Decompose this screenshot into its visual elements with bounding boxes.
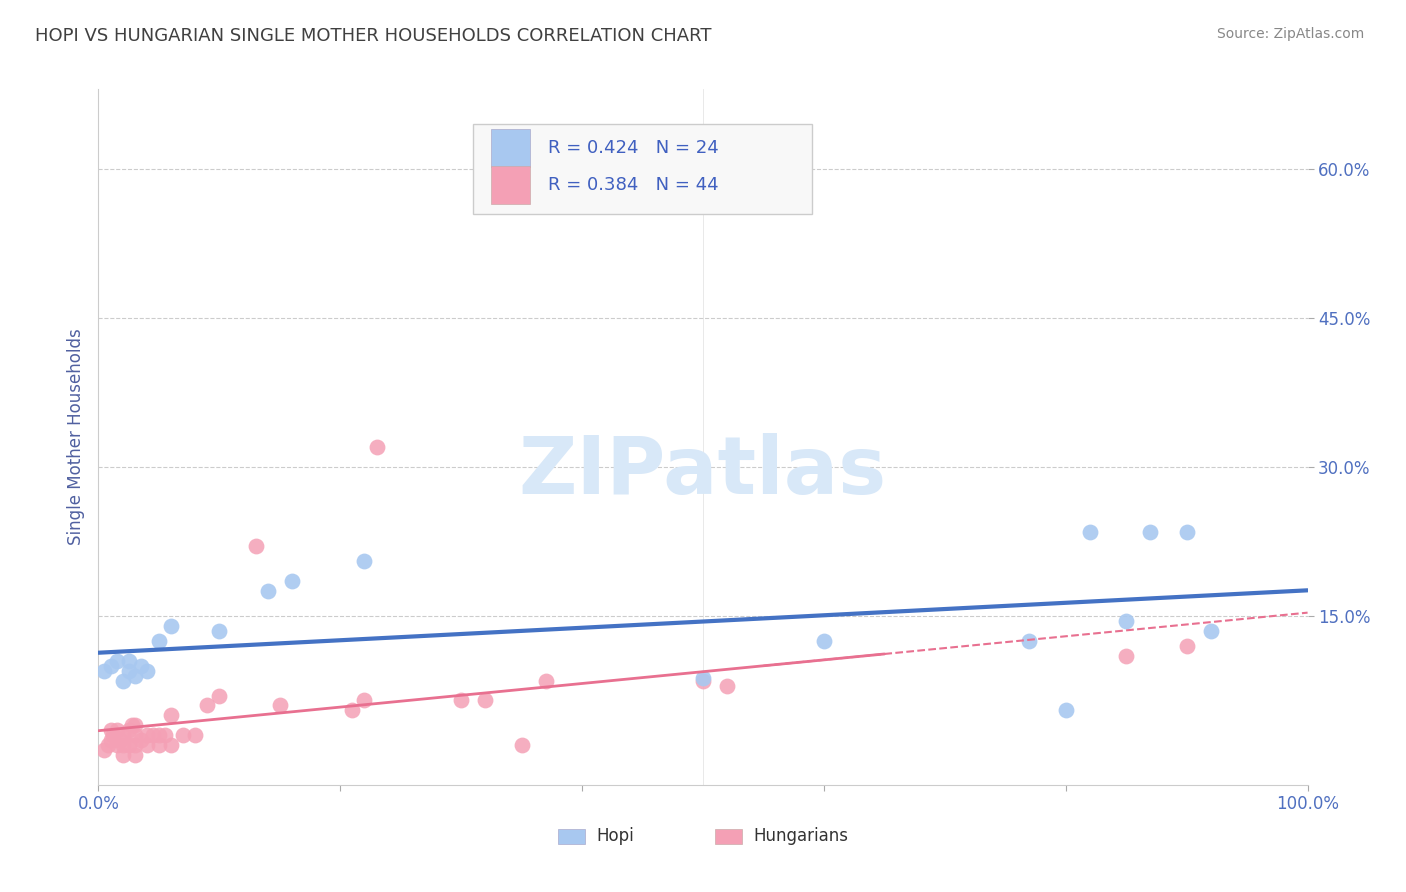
Point [148, 728, 170, 742]
Point [97, 738, 120, 752]
Point [172, 728, 194, 742]
Point [129, 733, 152, 747]
Y-axis label: Single Mother Households: Single Mother Households [66, 329, 84, 545]
Point [1115, 614, 1137, 628]
Point [208, 689, 231, 703]
Point [148, 738, 170, 752]
Point [153, 728, 176, 742]
Point [692, 671, 714, 685]
Point [692, 673, 714, 688]
FancyBboxPatch shape [474, 124, 811, 214]
Text: Source: ZipAtlas.com: Source: ZipAtlas.com [1216, 27, 1364, 41]
Point [1115, 648, 1137, 663]
Point [1175, 524, 1198, 539]
Point [100, 658, 122, 673]
Point [184, 728, 207, 742]
FancyBboxPatch shape [558, 829, 585, 844]
Point [1199, 624, 1222, 638]
Point [118, 738, 141, 752]
Point [105, 654, 128, 668]
Point [366, 440, 388, 454]
Point [269, 698, 291, 713]
Point [124, 728, 146, 742]
Point [160, 738, 183, 752]
Point [353, 693, 375, 707]
Point [208, 624, 231, 638]
Point [93, 743, 115, 757]
Text: R = 0.424   N = 24: R = 0.424 N = 24 [548, 139, 718, 157]
Point [124, 738, 146, 752]
Point [101, 728, 124, 742]
Point [111, 728, 134, 742]
Point [135, 738, 157, 752]
Point [281, 574, 304, 589]
Text: Hungarians: Hungarians [754, 828, 849, 846]
Point [474, 693, 496, 707]
Point [1175, 639, 1198, 653]
Point [135, 664, 157, 678]
Text: R = 0.384   N = 44: R = 0.384 N = 44 [548, 176, 718, 194]
Point [1139, 524, 1161, 539]
Point [105, 738, 128, 752]
Point [342, 703, 364, 717]
Point [124, 668, 146, 682]
Point [510, 738, 533, 752]
Point [100, 733, 122, 747]
Point [118, 664, 141, 678]
Point [1078, 524, 1101, 539]
Point [111, 673, 134, 688]
Point [118, 654, 141, 668]
Point [118, 723, 141, 738]
Point [256, 584, 278, 599]
Text: ZIPatlas: ZIPatlas [519, 433, 887, 511]
Point [160, 619, 183, 633]
Point [111, 738, 134, 752]
Point [353, 554, 375, 568]
Text: HOPI VS HUNGARIAN SINGLE MOTHER HOUSEHOLDS CORRELATION CHART: HOPI VS HUNGARIAN SINGLE MOTHER HOUSEHOL… [35, 27, 711, 45]
Point [121, 718, 143, 732]
FancyBboxPatch shape [716, 829, 742, 844]
Point [135, 728, 157, 742]
Point [129, 658, 152, 673]
Point [534, 673, 557, 688]
Point [813, 633, 835, 648]
Point [148, 633, 170, 648]
Point [142, 728, 165, 742]
Point [195, 698, 218, 713]
Point [100, 723, 122, 738]
Point [160, 708, 183, 723]
Point [1018, 633, 1040, 648]
FancyBboxPatch shape [492, 128, 530, 167]
Point [1054, 703, 1077, 717]
Text: Hopi: Hopi [596, 828, 634, 846]
Point [716, 679, 738, 693]
Point [108, 733, 131, 747]
Point [111, 748, 134, 763]
Point [450, 693, 472, 707]
Point [245, 540, 267, 554]
Point [93, 664, 115, 678]
Point [124, 718, 146, 732]
FancyBboxPatch shape [492, 166, 530, 204]
Point [124, 748, 146, 763]
Point [105, 723, 128, 738]
